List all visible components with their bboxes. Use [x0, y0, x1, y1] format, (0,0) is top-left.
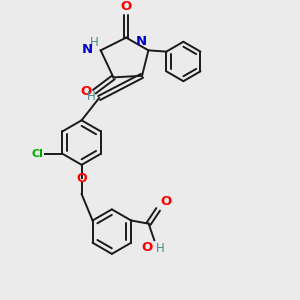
Text: O: O: [76, 172, 87, 185]
Text: Cl: Cl: [32, 149, 43, 159]
Text: H: H: [156, 242, 165, 255]
Text: H: H: [89, 36, 98, 49]
Text: H: H: [86, 90, 95, 103]
Text: O: O: [160, 195, 171, 208]
Text: N: N: [82, 43, 93, 56]
Text: O: O: [80, 85, 92, 98]
Text: O: O: [142, 241, 153, 254]
Text: N: N: [136, 35, 147, 48]
Text: O: O: [121, 0, 132, 13]
